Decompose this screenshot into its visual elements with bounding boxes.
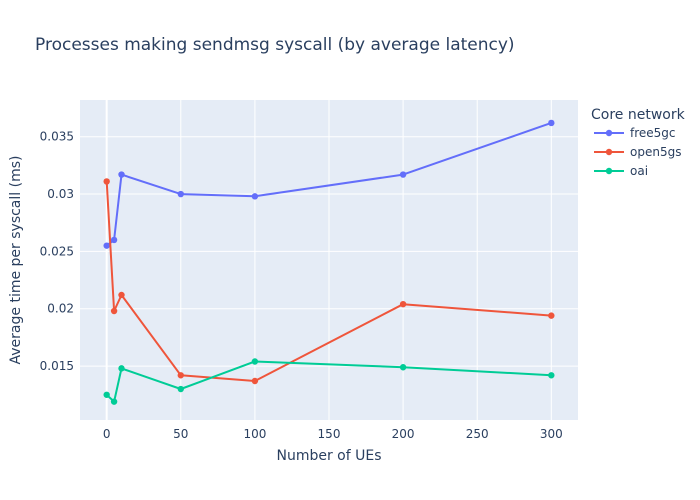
y-axis-title: Average time per syscall (ms) bbox=[8, 156, 24, 365]
data-point-oai[interactable] bbox=[177, 385, 184, 393]
legend-title: Core network bbox=[591, 107, 686, 123]
data-point-oai[interactable] bbox=[548, 372, 555, 379]
series-open5gs bbox=[103, 178, 555, 385]
y-tick-label: 0.015 bbox=[40, 359, 74, 373]
data-point-open5gs[interactable] bbox=[548, 312, 555, 319]
y-axis-ticks: 0.015 0.02 0.025 0.03 0.035 bbox=[40, 130, 74, 373]
legend-swatch-marker bbox=[605, 148, 613, 156]
legend-item-open5gs[interactable]: open5gs bbox=[594, 145, 681, 159]
data-point-open5gs[interactable] bbox=[251, 377, 259, 385]
legend-item-free5gc[interactable]: free5gc bbox=[594, 126, 676, 140]
data-point-open5gs[interactable] bbox=[399, 300, 407, 308]
legend-label: open5gs bbox=[630, 145, 681, 159]
y-tick-label: 0.025 bbox=[40, 244, 74, 258]
chart-title: Processes making sendmsg syscall (by ave… bbox=[35, 35, 515, 55]
x-tick-label: 300 bbox=[540, 427, 563, 441]
data-point-free5gc[interactable] bbox=[103, 242, 110, 249]
x-tick-label: 100 bbox=[243, 427, 266, 441]
data-point-open5gs[interactable] bbox=[110, 307, 118, 315]
data-point-oai[interactable] bbox=[399, 364, 407, 371]
series-free5gc bbox=[103, 119, 555, 249]
x-tick-label: 200 bbox=[392, 427, 415, 441]
data-point-free5gc[interactable] bbox=[177, 190, 184, 198]
data-point-free5gc[interactable] bbox=[118, 171, 125, 178]
data-point-oai[interactable] bbox=[118, 365, 125, 372]
legend-label: free5gc bbox=[630, 126, 676, 140]
data-point-oai[interactable] bbox=[103, 391, 110, 398]
legend[interactable]: Core network free5gc open5gs oai bbox=[591, 107, 686, 178]
data-point-free5gc[interactable] bbox=[110, 236, 118, 244]
data-point-free5gc[interactable] bbox=[399, 171, 407, 178]
series-oai bbox=[103, 358, 555, 405]
data-point-free5gc[interactable] bbox=[251, 193, 259, 200]
data-point-oai[interactable] bbox=[110, 398, 118, 405]
x-tick-label: 250 bbox=[466, 427, 489, 441]
legend-item-oai[interactable]: oai bbox=[594, 164, 648, 178]
data-point-free5gc[interactable] bbox=[548, 119, 555, 127]
x-tick-label: 150 bbox=[318, 427, 341, 441]
gridlines bbox=[80, 100, 578, 420]
series-layer bbox=[103, 119, 555, 405]
data-point-open5gs[interactable] bbox=[118, 291, 125, 299]
data-point-oai[interactable] bbox=[251, 358, 259, 365]
legend-swatch-marker bbox=[605, 167, 613, 175]
x-tick-label: 50 bbox=[173, 427, 188, 441]
y-tick-label: 0.03 bbox=[47, 187, 74, 201]
x-tick-label: 0 bbox=[103, 427, 111, 441]
data-point-open5gs[interactable] bbox=[103, 178, 110, 185]
y-tick-label: 0.035 bbox=[40, 130, 74, 144]
x-axis-ticks: 0 50 100 150 200 250 300 bbox=[103, 427, 563, 441]
x-axis-title: Number of UEs bbox=[276, 448, 381, 464]
y-tick-label: 0.02 bbox=[47, 302, 74, 316]
legend-label: oai bbox=[630, 164, 648, 178]
legend-swatch-marker bbox=[605, 129, 613, 137]
data-point-open5gs[interactable] bbox=[177, 372, 184, 379]
